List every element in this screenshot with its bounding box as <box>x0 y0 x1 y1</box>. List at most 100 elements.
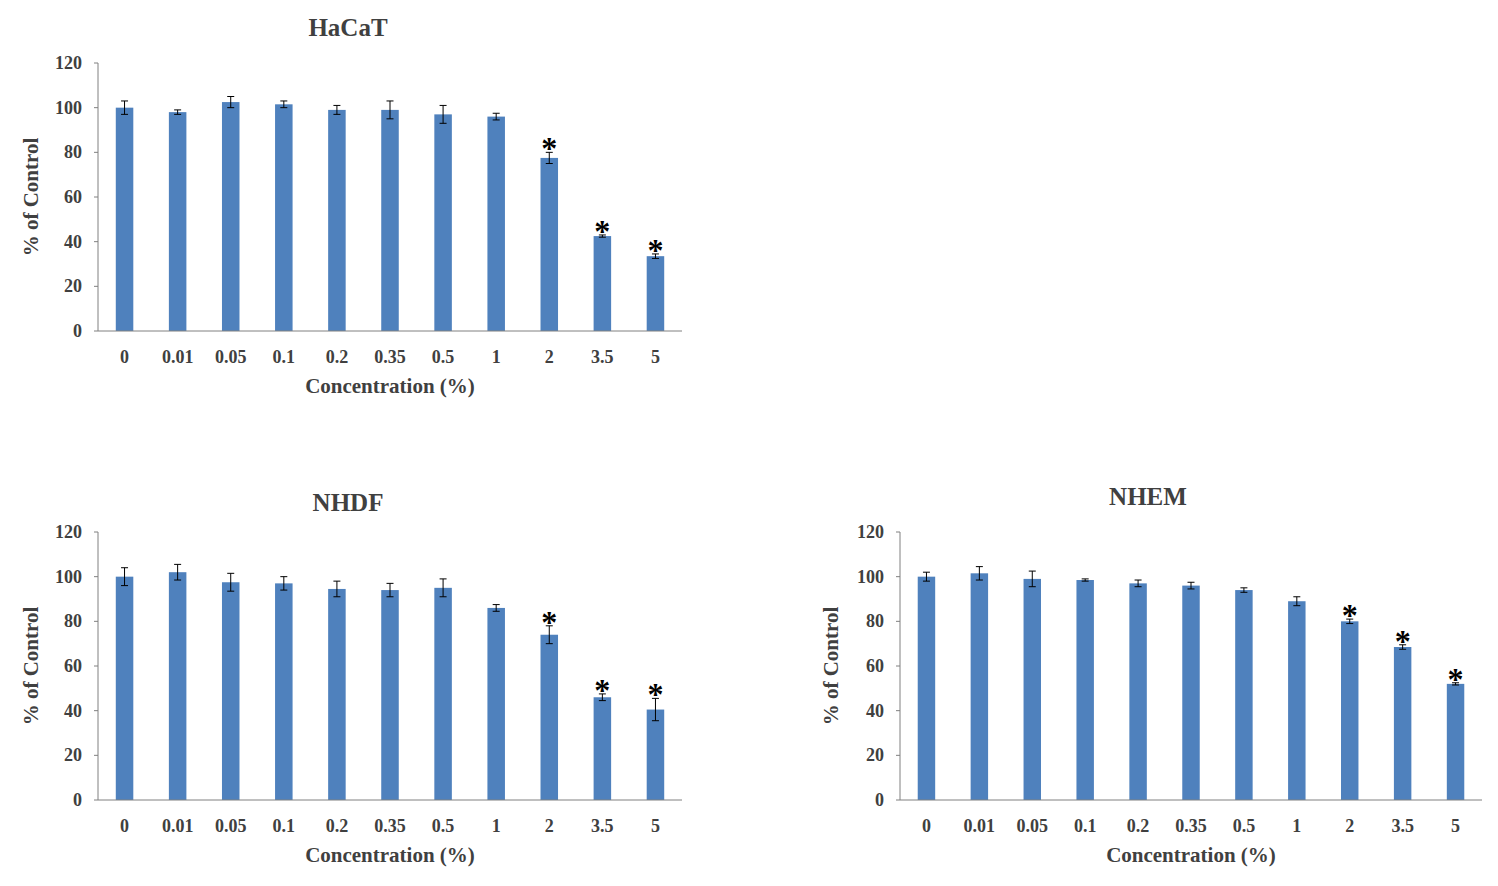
y-axis <box>900 532 901 800</box>
y-tick-label: 80 <box>64 142 82 162</box>
x-axis-label: Concentration (%) <box>305 843 475 867</box>
bar <box>434 114 452 331</box>
bar <box>381 590 399 800</box>
y-tick-label: 60 <box>866 656 884 676</box>
y-tick <box>896 532 900 533</box>
error-bar <box>440 105 447 123</box>
chart-title: NHDF <box>313 489 384 516</box>
figure: HaCaT02040608010012000.010.050.10.20.350… <box>0 0 1498 886</box>
x-tick-label: 3.5 <box>591 816 614 836</box>
y-tick <box>94 331 98 332</box>
y-axis-label: % of Control <box>19 607 43 726</box>
y-tick-label: 40 <box>866 701 884 721</box>
x-axis-label: Concentration (%) <box>305 374 475 398</box>
error-bar <box>280 577 287 590</box>
y-tick <box>94 532 98 533</box>
x-tick-label: 5 <box>651 347 660 367</box>
bar <box>328 110 346 331</box>
x-tick-label: 0.5 <box>432 816 455 836</box>
error-bar <box>440 579 447 597</box>
bar <box>541 158 559 331</box>
bar <box>594 697 612 800</box>
y-tick-label: 120 <box>55 522 82 542</box>
x-tick-label: 0.1 <box>273 816 296 836</box>
y-tick-label: 0 <box>73 321 82 341</box>
x-tick-label: 0 <box>922 816 931 836</box>
bar <box>1447 684 1464 800</box>
bar <box>1129 583 1146 800</box>
error-bar <box>1240 588 1247 592</box>
bar <box>328 589 346 800</box>
y-tick <box>896 710 900 711</box>
y-axis-label: % of Control <box>819 607 843 726</box>
significance-mark: * <box>647 232 663 268</box>
y-tick <box>94 755 98 756</box>
error-bar <box>227 97 234 108</box>
x-tick-label: 0.2 <box>1127 816 1150 836</box>
error-bar <box>1293 597 1300 606</box>
y-tick <box>896 666 900 667</box>
significance-mark: * <box>1448 661 1464 697</box>
y-tick-label: 40 <box>64 232 82 252</box>
error-bar <box>493 605 500 612</box>
y-tick-label: 100 <box>55 98 82 118</box>
chart-panel: NHEM02040608010012000.010.050.10.20.350.… <box>819 483 1482 867</box>
y-tick-label: 20 <box>866 745 884 765</box>
bars <box>116 564 664 800</box>
y-tick-label: 80 <box>64 611 82 631</box>
x-tick-label: 3.5 <box>591 347 614 367</box>
x-tick-label: 1 <box>492 347 501 367</box>
error-bar <box>1135 580 1142 587</box>
error-bar <box>227 573 234 591</box>
y-tick <box>896 800 900 801</box>
y-tick-label: 120 <box>857 522 884 542</box>
bar <box>541 635 559 800</box>
error-bar <box>1188 582 1195 589</box>
bar <box>487 608 505 800</box>
y-tick <box>94 621 98 622</box>
y-tick-label: 20 <box>64 276 82 296</box>
bar <box>1235 590 1252 800</box>
bar <box>971 573 988 800</box>
bar <box>169 112 187 331</box>
x-tick-label: 0 <box>120 816 129 836</box>
y-tick-label: 60 <box>64 187 82 207</box>
y-tick-label: 100 <box>55 567 82 587</box>
y-tick <box>94 666 98 667</box>
bar <box>169 572 187 800</box>
x-tick-label: 2 <box>1345 816 1354 836</box>
chart-title: NHEM <box>1109 483 1187 510</box>
x-tick-label: 1 <box>492 816 501 836</box>
error-bar <box>333 581 340 597</box>
bars <box>116 97 664 332</box>
x-tick-label: 0.01 <box>162 347 194 367</box>
bar <box>594 236 612 331</box>
significance-mark: * <box>647 676 663 712</box>
error-bar <box>121 101 128 114</box>
error-bar <box>923 572 930 581</box>
x-tick-label: 0.2 <box>326 347 349 367</box>
bar <box>1182 586 1199 800</box>
x-tick-label: 0.5 <box>1233 816 1256 836</box>
y-tick-label: 0 <box>875 790 884 810</box>
bar <box>222 582 240 800</box>
bar <box>1341 621 1358 800</box>
y-axis <box>98 532 99 800</box>
y-tick <box>94 152 98 153</box>
y-tick <box>94 576 98 577</box>
x-tick-label: 0.35 <box>1175 816 1207 836</box>
x-tick-label: 0.35 <box>374 816 406 836</box>
x-tick-label: 5 <box>1451 816 1460 836</box>
y-tick-label: 120 <box>55 53 82 73</box>
x-tick-label: 0.01 <box>964 816 996 836</box>
x-tick-label: 0.2 <box>326 816 349 836</box>
bar <box>275 583 293 800</box>
bar <box>116 577 134 800</box>
y-tick <box>94 800 98 801</box>
bar <box>434 588 452 800</box>
x-axis <box>98 800 682 801</box>
significance-mark: * <box>1342 597 1358 633</box>
significance-mark: * <box>594 672 610 708</box>
bar <box>918 577 935 800</box>
y-axis <box>98 63 99 331</box>
